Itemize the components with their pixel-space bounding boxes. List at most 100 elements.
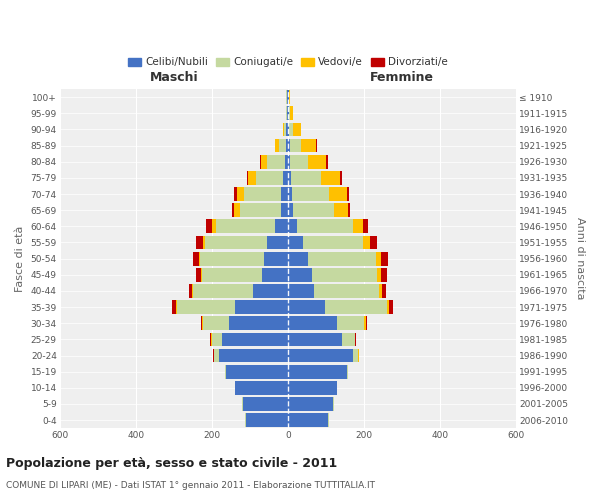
Bar: [247, 171, 248, 185]
Bar: [347, 187, 349, 201]
Bar: [281, 204, 288, 217]
Bar: [289, 90, 290, 104]
Bar: [289, 106, 290, 120]
Bar: [343, 332, 355, 346]
Bar: [290, 138, 301, 152]
Bar: [193, 284, 253, 298]
Bar: [283, 122, 284, 136]
Bar: [370, 236, 377, 250]
Bar: [256, 171, 283, 185]
Bar: [246, 414, 288, 427]
Bar: [387, 300, 389, 314]
Bar: [308, 252, 376, 266]
Bar: [316, 138, 317, 152]
Bar: [288, 106, 289, 120]
Bar: [376, 252, 381, 266]
Bar: [364, 236, 370, 250]
Text: Popolazione per età, sesso e stato civile - 2011: Popolazione per età, sesso e stato civil…: [6, 458, 337, 470]
Bar: [288, 332, 343, 346]
Bar: [196, 236, 203, 250]
Bar: [201, 268, 202, 281]
Bar: [353, 220, 362, 233]
Bar: [218, 348, 288, 362]
Bar: [262, 268, 288, 281]
Bar: [288, 236, 303, 250]
Bar: [377, 268, 381, 281]
Bar: [333, 397, 334, 411]
Bar: [326, 155, 328, 168]
Bar: [286, 90, 287, 104]
Bar: [248, 171, 256, 185]
Bar: [235, 300, 288, 314]
Bar: [286, 122, 288, 136]
Bar: [243, 397, 288, 411]
Bar: [266, 155, 285, 168]
Bar: [226, 365, 288, 378]
Bar: [365, 316, 367, 330]
Bar: [234, 204, 240, 217]
Y-axis label: Fasce di età: Fasce di età: [15, 226, 25, 292]
Bar: [261, 155, 266, 168]
Bar: [223, 332, 288, 346]
Bar: [240, 204, 281, 217]
Bar: [288, 220, 296, 233]
Bar: [202, 316, 203, 330]
Bar: [279, 138, 286, 152]
Bar: [325, 300, 387, 314]
Bar: [353, 348, 358, 362]
Bar: [362, 220, 368, 233]
Bar: [314, 284, 379, 298]
Bar: [301, 138, 316, 152]
Bar: [290, 106, 293, 120]
Text: Maschi: Maschi: [149, 71, 198, 84]
Bar: [288, 171, 291, 185]
Bar: [229, 316, 288, 330]
Bar: [290, 155, 308, 168]
Bar: [284, 122, 286, 136]
Bar: [176, 300, 177, 314]
Bar: [286, 138, 288, 152]
Bar: [244, 187, 281, 201]
Bar: [212, 220, 215, 233]
Bar: [303, 236, 364, 250]
Bar: [364, 316, 365, 330]
Bar: [203, 316, 229, 330]
Bar: [291, 171, 320, 185]
Bar: [200, 252, 264, 266]
Bar: [329, 187, 347, 201]
Bar: [288, 300, 325, 314]
Bar: [320, 171, 340, 185]
Bar: [202, 268, 262, 281]
Text: Femmine: Femmine: [370, 71, 434, 84]
Bar: [355, 332, 356, 346]
Bar: [281, 187, 288, 201]
Bar: [206, 220, 212, 233]
Bar: [288, 138, 290, 152]
Legend: Celibi/Nubili, Coniugati/e, Vedovi/e, Divorziati/e: Celibi/Nubili, Coniugati/e, Vedovi/e, Di…: [127, 56, 449, 70]
Bar: [296, 220, 353, 233]
Bar: [225, 365, 226, 378]
Bar: [288, 348, 353, 362]
Bar: [189, 284, 192, 298]
Bar: [242, 397, 243, 411]
Bar: [288, 284, 314, 298]
Bar: [286, 106, 287, 120]
Bar: [275, 220, 288, 233]
Bar: [288, 122, 289, 136]
Bar: [192, 284, 193, 298]
Bar: [264, 252, 288, 266]
Bar: [347, 365, 348, 378]
Bar: [213, 348, 214, 362]
Bar: [211, 332, 212, 346]
Bar: [275, 138, 279, 152]
Bar: [199, 252, 200, 266]
Bar: [337, 316, 364, 330]
Bar: [289, 122, 293, 136]
Bar: [293, 122, 301, 136]
Text: COMUNE DI LIPARI (ME) - Dati ISTAT 1° gennaio 2011 - Elaborazione TUTTITALIA.IT: COMUNE DI LIPARI (ME) - Dati ISTAT 1° ge…: [6, 480, 375, 490]
Bar: [193, 252, 199, 266]
Bar: [288, 252, 308, 266]
Bar: [288, 316, 337, 330]
Y-axis label: Anni di nascita: Anni di nascita: [575, 218, 585, 300]
Bar: [328, 414, 329, 427]
